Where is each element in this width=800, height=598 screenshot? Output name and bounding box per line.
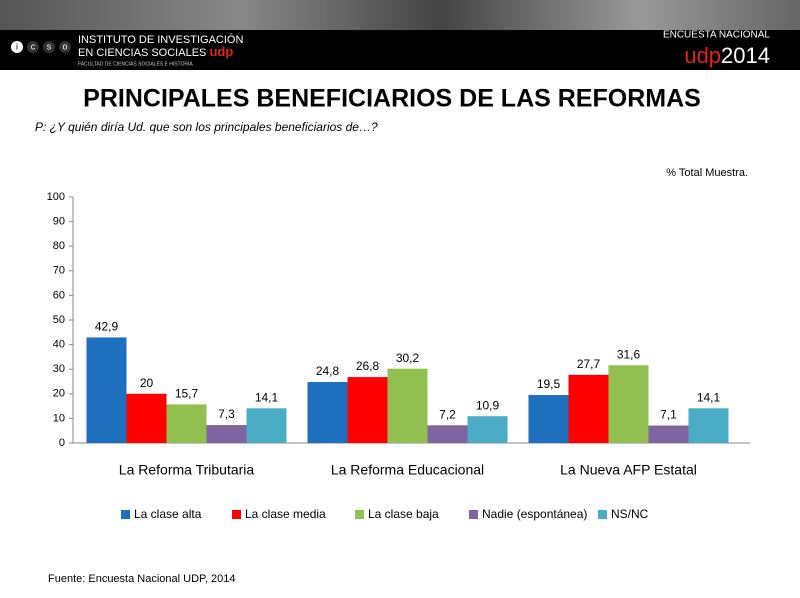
y-tick-label: 80 [53, 240, 65, 252]
data-label: 7,1 [660, 408, 677, 422]
bar [648, 425, 689, 443]
survey-label: ENCUESTA NACIONAL [663, 30, 770, 41]
bar [307, 381, 348, 443]
data-label: 14,1 [255, 390, 279, 404]
bar [126, 393, 167, 443]
legend-swatch [469, 510, 478, 519]
legend-label: NS/NC [611, 507, 649, 521]
y-tick-label: 10 [53, 412, 65, 424]
data-label: 26,8 [356, 359, 380, 373]
bar [688, 408, 729, 443]
data-label: 27,7 [577, 357, 601, 371]
data-label: 31,6 [617, 347, 641, 361]
data-label: 7,3 [218, 407, 235, 421]
logo: i c s o [11, 41, 71, 53]
bar [387, 368, 428, 443]
source: Fuente: Encuesta Nacional UDP, 2014 [48, 573, 236, 585]
data-label: 24,8 [316, 364, 340, 378]
y-tick-label: 60 [53, 289, 65, 301]
y-tick-label: 70 [53, 265, 65, 277]
data-label: 15,7 [175, 387, 199, 401]
data-label: 14,1 [697, 390, 721, 404]
bar [608, 365, 649, 443]
chart-title: PRINCIPALES BENEFICIARIOS DE LAS REFORMA… [83, 85, 701, 113]
survey-brand: udp [684, 43, 721, 68]
y-tick-label: 90 [53, 216, 65, 228]
faculty: FACULTAD DE CIENCIAS SOCIALES E HISTORIA [78, 61, 193, 67]
x-tick-label: La Reforma Educacional [331, 462, 484, 478]
x-tick-label: La Reforma Tributaria [119, 462, 255, 478]
legend-label: La clase baja [368, 507, 439, 521]
logo-letter: o [62, 41, 67, 51]
y-tick-label: 20 [53, 388, 65, 400]
logo-letter: c [31, 41, 36, 51]
y-tick-label: 50 [53, 314, 65, 326]
photo-strip [0, 0, 800, 30]
legend-label: Nadie (espontánea) [482, 507, 587, 521]
logo-letter: i [16, 41, 18, 51]
data-label: 10,9 [476, 398, 500, 412]
institute: EN CIENCIAS SOCIALES udp [78, 44, 233, 59]
subtitle: P: ¿Y quién diría Ud. que son los princi… [35, 120, 378, 134]
bar [528, 395, 569, 443]
survey-year: 2014 [721, 43, 770, 68]
y-tick-label: 0 [59, 437, 65, 449]
legend-swatch [355, 510, 364, 519]
legend-swatch [598, 510, 607, 519]
bar [427, 425, 468, 443]
data-label: 20 [140, 376, 154, 390]
note: % Total Muestra. [666, 167, 748, 179]
bar [246, 408, 287, 443]
logo-letter: s [47, 41, 52, 51]
y-tick-label: 100 [47, 191, 65, 203]
y-tick-label: 40 [53, 339, 65, 351]
data-label: 42,9 [95, 320, 119, 334]
bar [347, 377, 388, 443]
data-label: 7,2 [439, 407, 456, 421]
institute: INSTITUTO DE INVESTIGACIÓN [78, 33, 243, 46]
legend-label: La clase alta [134, 507, 202, 521]
bar [86, 337, 127, 443]
x-tick-label: La Nueva AFP Estatal [560, 462, 697, 478]
header-band [0, 30, 800, 70]
institute: EN CIENCIAS SOCIALES [78, 47, 206, 59]
bar [467, 416, 508, 443]
legend-swatch [232, 510, 241, 519]
legend-label: La clase media [245, 507, 326, 521]
bar [166, 404, 207, 443]
legend-swatch [121, 510, 130, 519]
institute-brand: udp [209, 44, 233, 59]
bar [206, 425, 247, 443]
data-label: 19,5 [537, 377, 561, 391]
y-tick-label: 30 [53, 363, 65, 375]
bar [568, 374, 609, 443]
data-label: 30,2 [396, 351, 420, 365]
survey-logo: udp2014 [684, 43, 770, 68]
